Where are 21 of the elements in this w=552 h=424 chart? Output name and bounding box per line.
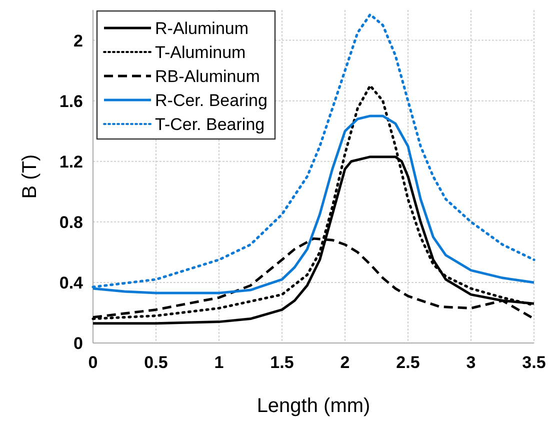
legend-label: R-Cer. Bearing — [155, 91, 268, 110]
x-axis-title: Length (mm) — [256, 395, 370, 417]
x-tick-label: 3.5 — [522, 353, 546, 372]
x-tick-label: 1 — [214, 353, 224, 372]
y-tick-label: 2 — [74, 31, 83, 50]
y-tick-label: 0.4 — [59, 273, 84, 292]
legend-label: R-Aluminum — [155, 19, 249, 38]
y-tick-label: 0.8 — [59, 212, 83, 232]
x-tick-label: 2 — [340, 353, 350, 372]
x-tick-label: 0 — [88, 353, 98, 372]
y-tick-label: 1.6 — [59, 92, 83, 111]
x-tick-label: 3 — [466, 353, 476, 372]
y-tick-label: 0 — [74, 334, 83, 353]
x-tick-label: 1.5 — [270, 353, 294, 372]
legend-label: RB-Aluminum — [155, 67, 260, 86]
legend-label: T-Aluminum — [155, 43, 246, 62]
legend-label: T-Cer. Bearing — [155, 115, 265, 134]
x-tick-label: 2.5 — [396, 353, 420, 372]
x-tick-label: 0.5 — [144, 353, 168, 372]
y-axis-title: B (T) — [19, 154, 41, 199]
y-tick-label: 1.2 — [59, 152, 83, 172]
